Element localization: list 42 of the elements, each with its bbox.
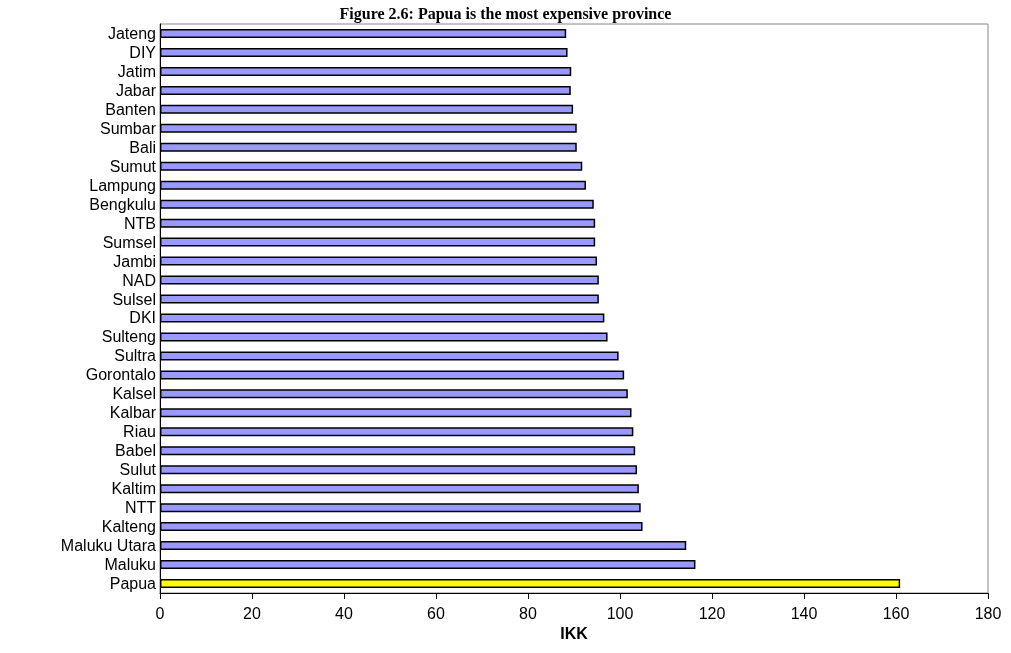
y-tick-label: Jateng xyxy=(107,24,156,42)
y-tick-label: Sumsel xyxy=(102,233,156,251)
y-tick-label: Bali xyxy=(129,138,156,156)
y-tick-label: Babel xyxy=(115,442,156,460)
y-tick-label: NAD xyxy=(122,271,156,289)
x-tick-label: 40 xyxy=(335,604,353,622)
y-tick-label: Kalteng xyxy=(101,518,156,536)
y-tick-label: Jambi xyxy=(113,252,156,270)
y-tick-label: Sumbar xyxy=(99,119,157,137)
y-tick-label: NTB xyxy=(124,214,156,232)
y-tick-label: NTT xyxy=(124,499,157,517)
y-tick-label: Kalbar xyxy=(109,404,157,422)
y-tick-label: DKI xyxy=(129,309,156,327)
y-tick-label: Kalsel xyxy=(112,385,156,403)
x-tick-label: 180 xyxy=(974,604,1002,622)
y-tick-label: Bengkulu xyxy=(89,195,156,213)
x-tick-label: 20 xyxy=(243,604,261,622)
y-tick-label: Gorontalo xyxy=(85,366,157,384)
x-tick-label: 160 xyxy=(882,604,910,622)
y-tick-label: Maluku xyxy=(104,556,156,574)
y-tick-label: Jatim xyxy=(117,62,156,80)
x-axis-title: IKK xyxy=(560,625,589,643)
y-tick-label: Sultra xyxy=(114,347,157,365)
x-tick-label: 0 xyxy=(155,604,165,622)
x-tick-label: 140 xyxy=(790,604,818,622)
y-tick-label: DIY xyxy=(129,43,157,61)
y-tick-label: Papua xyxy=(109,575,157,593)
y-tick-label: Sumut xyxy=(109,157,157,175)
y-tick-label: Banten xyxy=(105,100,156,118)
y-tick-label: Lampung xyxy=(89,176,156,194)
y-tick-label: Jabar xyxy=(115,81,157,99)
y-tick-label: Riau xyxy=(123,423,156,441)
x-tick-label: 60 xyxy=(427,604,445,622)
x-tick-label: 80 xyxy=(519,604,537,622)
chart-title: Figure 2.6: Papua is the most expensive province xyxy=(339,4,672,23)
y-tick-label: Kaltim xyxy=(111,480,156,498)
y-tick-label: Sulsel xyxy=(112,290,156,308)
y-tick-label: Sulteng xyxy=(101,328,156,346)
x-tick-label: 100 xyxy=(606,604,634,622)
y-tick-label: Sulut xyxy=(119,461,157,479)
x-tick-label: 120 xyxy=(698,604,726,622)
y-tick-label: Maluku Utara xyxy=(60,537,157,555)
